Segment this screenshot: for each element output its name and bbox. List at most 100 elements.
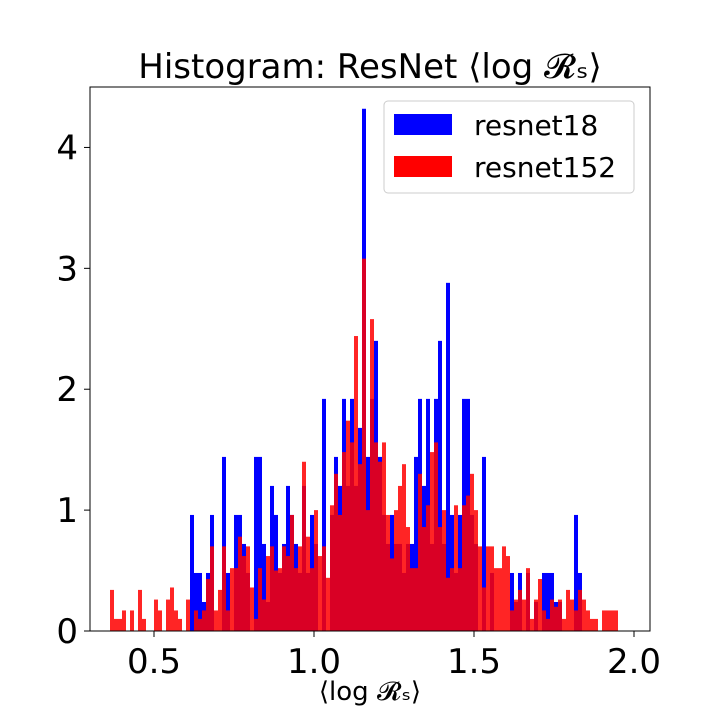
bar-resnet152 [482,587,486,631]
bar-resnet152 [342,452,346,631]
bar-resnet18 [510,572,514,631]
y-tick-label: 0 [56,612,78,652]
bar-resnet152 [438,527,442,631]
bar-resnet152 [430,452,434,631]
bar-resnet18 [198,572,202,631]
y-tick-label: 4 [56,128,78,168]
y-tick-label: 3 [56,249,78,289]
bar-resnet152 [122,610,126,631]
bar-resnet152 [138,589,142,631]
bar-resnet152 [322,546,326,631]
bar-resnet18 [414,456,418,631]
bar-resnet152 [518,589,522,631]
bar-resnet152 [522,599,526,631]
bar-resnet152 [198,618,202,631]
bar-resnet152 [310,568,314,631]
bar-resnet152 [546,618,550,631]
bar-resnet152 [434,442,438,631]
bar-resnet18 [438,340,442,631]
bar-resnet152 [390,558,394,631]
bar-resnet152 [318,556,322,631]
bar-resnet152 [354,336,358,631]
bar-resnet152 [210,546,214,631]
bar-resnet18 [322,398,326,631]
bar-resnet152 [558,599,562,631]
bar-resnet152 [246,546,250,631]
bar-resnet152 [230,568,234,631]
bar-resnet152 [234,568,238,631]
bar-resnet152 [502,546,506,631]
bar-resnet152 [378,461,382,631]
bar-resnet152 [142,618,146,631]
bar-resnet152 [490,546,494,631]
bar-resnet152 [594,618,598,631]
bar-resnet152 [206,579,210,631]
bar-resnet152 [274,570,278,631]
bar-resnet152 [178,618,182,631]
bar-resnet152 [314,510,318,631]
y-tick-label: 2 [56,370,78,410]
bar-resnet18 [446,282,450,631]
bar-resnet152 [614,610,618,631]
bar-resnet152 [306,536,310,631]
bar-resnet152 [422,527,426,631]
bar-resnet152 [398,485,402,631]
bar-resnet152 [222,546,226,631]
bar-resnet152 [446,577,450,631]
bar-resnet152 [506,556,510,631]
bar-resnet152 [382,442,386,631]
bar-resnet152 [154,599,158,631]
legend: resnet18 resnet152 [383,100,635,194]
bar-resnet18 [222,456,226,631]
bar-resnet152 [590,618,594,631]
bar-resnet152 [194,610,198,631]
bar-resnet152 [118,618,122,631]
bar-resnet152 [262,599,266,631]
bar-resnet152 [302,461,306,631]
series-resnet152-bars [110,258,618,631]
bar-resnet152 [298,546,302,631]
bar-resnet152 [486,546,490,631]
chart-title: Histogram: ResNet ⟨log 𝓡ₛ⟩ [138,47,601,87]
x-axis-ticks: 0.5 1.0 1.5 2.0 [127,631,661,682]
bar-resnet152 [250,587,254,631]
bar-resnet152 [294,568,298,631]
bar-resnet152 [286,556,290,631]
bar-resnet152 [282,546,286,631]
bar-resnet152 [410,568,414,631]
bar-resnet152 [462,505,466,631]
bar-resnet152 [174,610,178,631]
bar-resnet18 [546,572,550,631]
bar-resnet152 [158,610,162,631]
bar-resnet18 [194,572,198,631]
bar-resnet152 [330,505,334,631]
bar-resnet18 [262,543,266,631]
legend-label-resnet152: resnet152 [474,151,616,184]
bar-resnet152 [110,589,114,631]
bar-resnet152 [202,610,206,631]
bar-resnet152 [510,610,514,631]
bar-resnet152 [170,587,174,631]
bar-resnet18 [190,514,194,631]
bar-resnet152 [418,473,422,631]
bar-resnet152 [238,536,242,631]
bar-resnet152 [406,527,410,631]
bar-resnet152 [394,510,398,631]
bar-resnet152 [358,464,362,631]
bar-resnet152 [534,599,538,631]
bar-resnet152 [470,473,474,631]
bar-resnet152 [454,505,458,631]
bar-resnet152 [566,589,570,631]
bar-resnet152 [226,610,230,631]
plot-frame [89,86,651,632]
bar-resnet152 [586,610,590,631]
bar-resnet152 [186,599,190,631]
bar-resnet152 [426,505,430,631]
bar-resnet18 [226,572,230,631]
bar-resnet152 [458,568,462,631]
bar-resnet152 [214,610,218,631]
bar-resnet152 [370,319,374,631]
bar-resnet152 [606,610,610,631]
bar-resnet18 [258,456,262,631]
x-tick-label: 1.0 [287,642,341,682]
